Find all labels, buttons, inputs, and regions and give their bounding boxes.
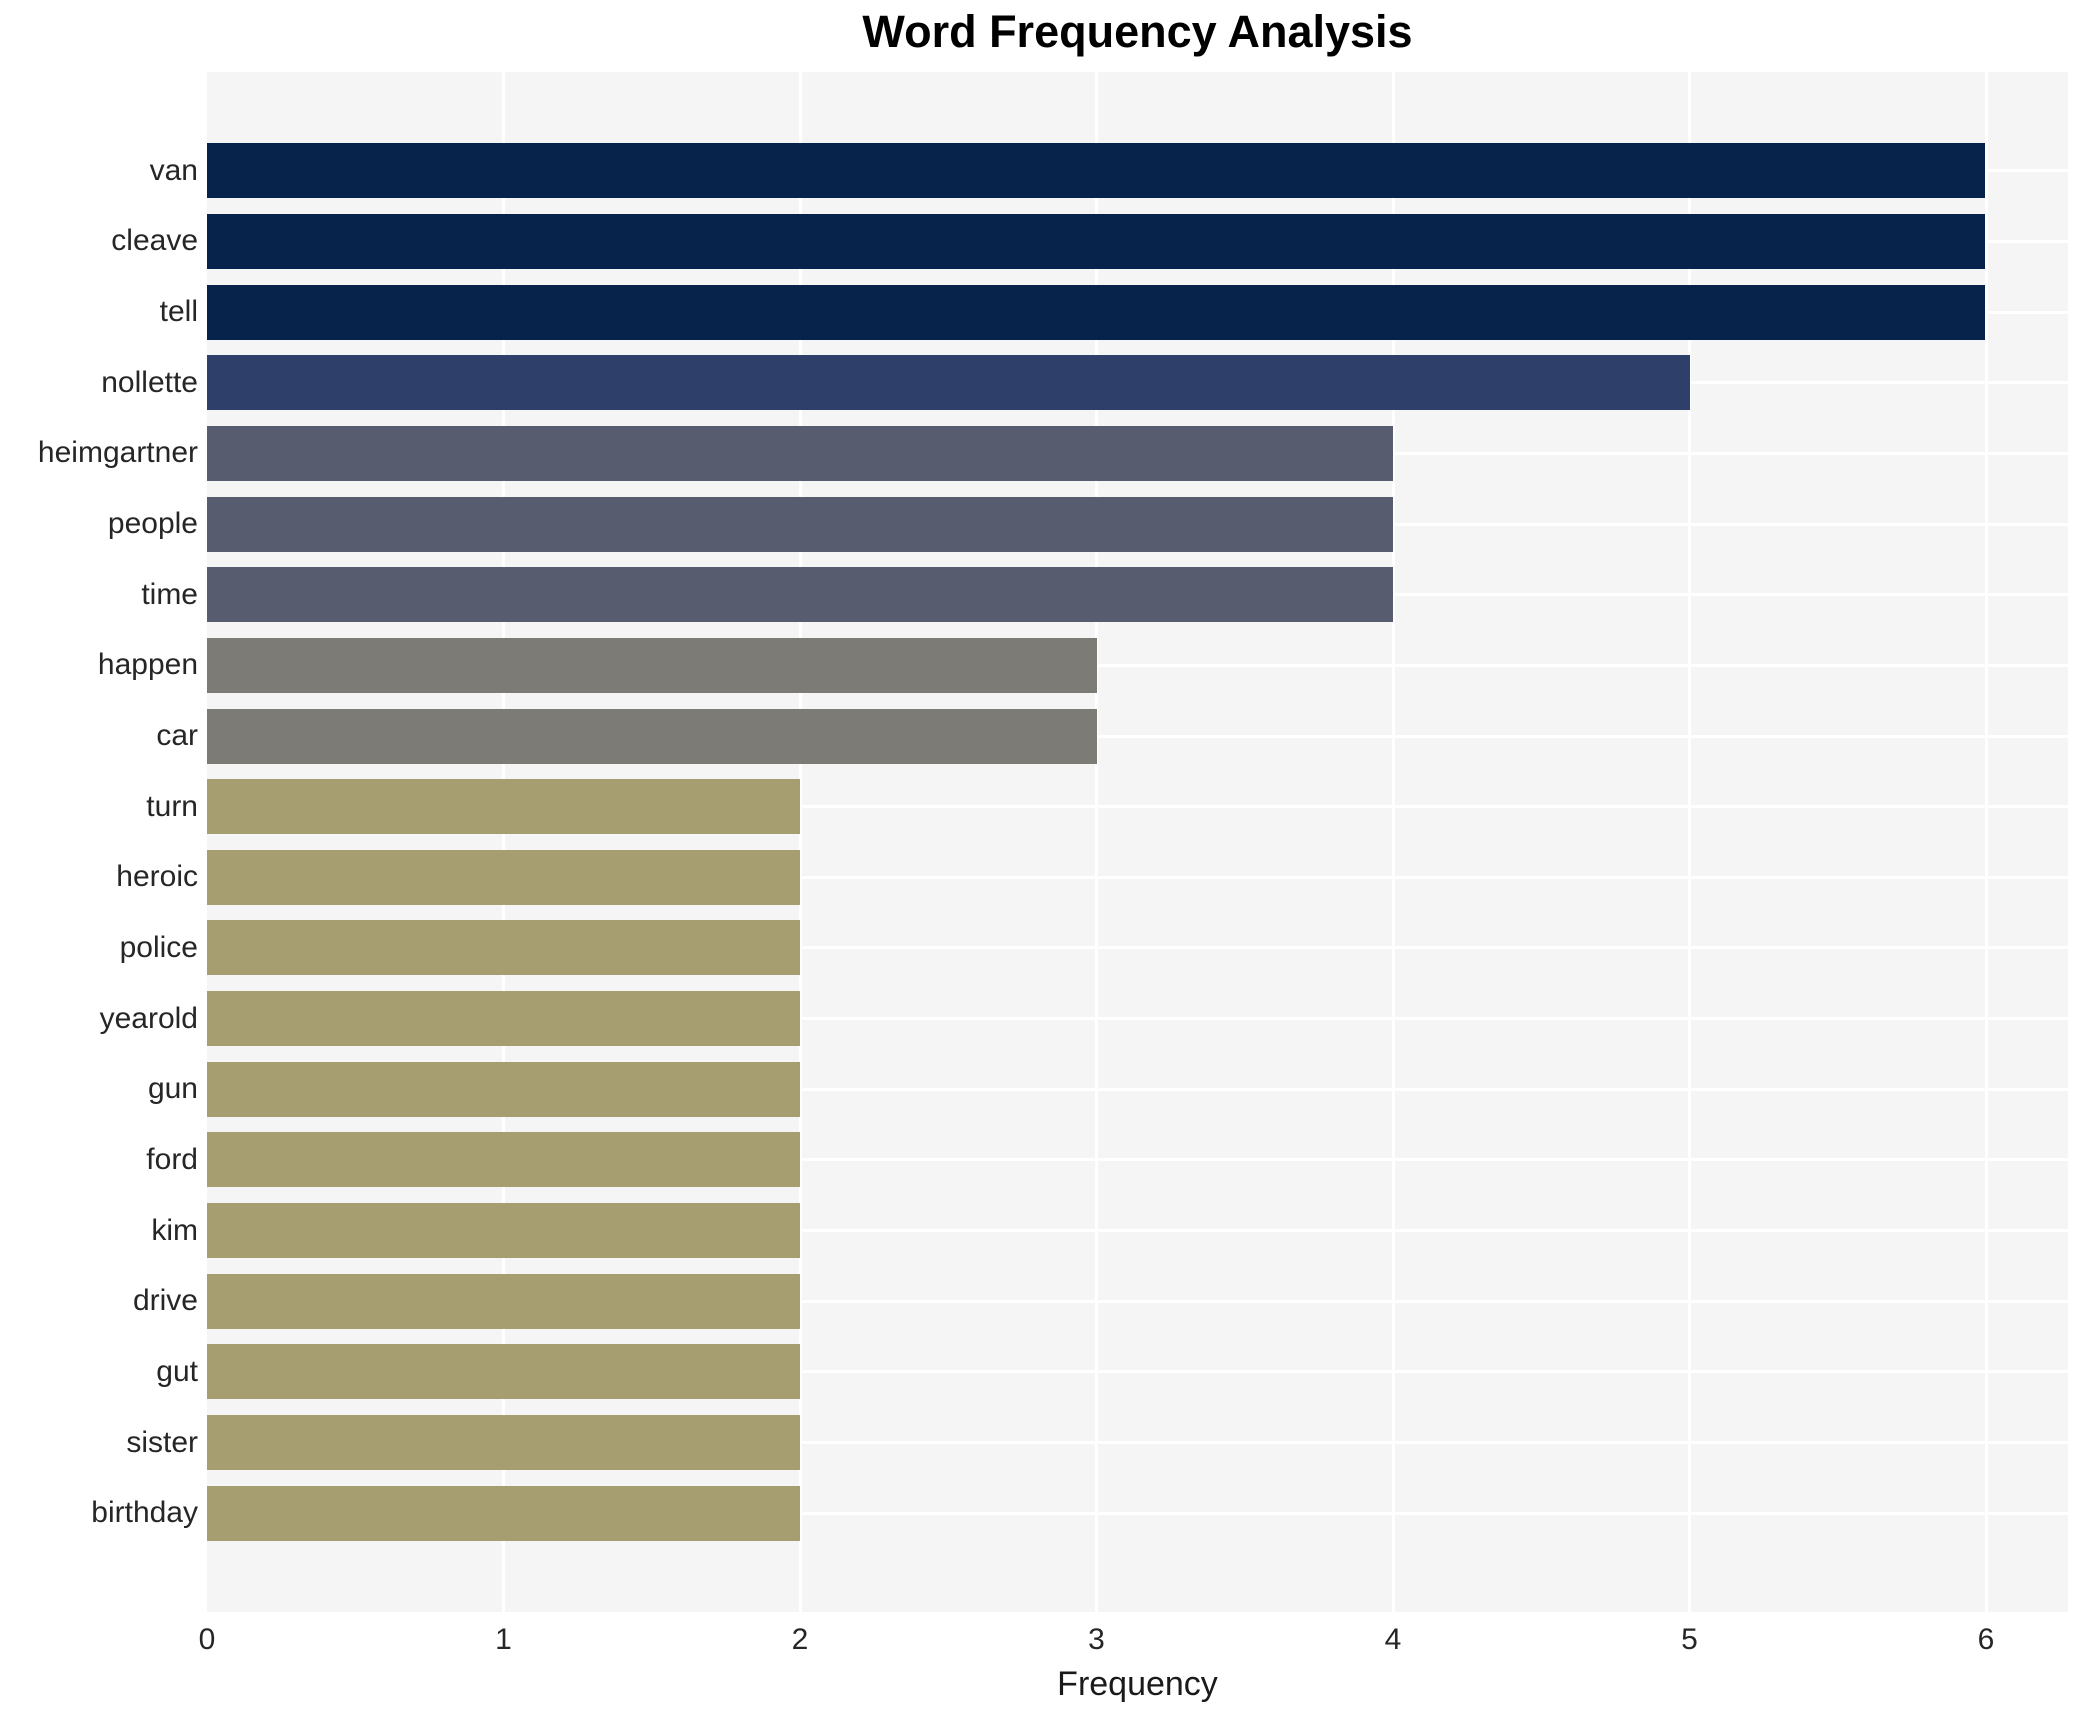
x-tick-label-2: 2 bbox=[791, 1623, 809, 1656]
bar-sister bbox=[207, 1415, 800, 1471]
bar-police bbox=[207, 920, 800, 976]
gridline-y-turn bbox=[207, 805, 2068, 809]
x-axis-label: Frequency bbox=[1057, 1665, 1218, 1703]
gridline-x-3 bbox=[1095, 72, 1098, 1612]
y-tick-label-heroic: heroic bbox=[116, 860, 198, 894]
gridline-y-yearold bbox=[207, 1017, 2068, 1021]
y-tick-label-nollette: nollette bbox=[101, 365, 198, 399]
bar-gut bbox=[207, 1344, 800, 1400]
gridline-y-kim bbox=[207, 1229, 2068, 1233]
bar-ford bbox=[207, 1132, 800, 1188]
gridline-y-police bbox=[207, 946, 2068, 950]
bar-van bbox=[207, 143, 1986, 199]
bar-heroic bbox=[207, 849, 800, 905]
y-tick-label-happen: happen bbox=[97, 648, 198, 682]
y-tick-label-cleave: cleave bbox=[111, 224, 198, 258]
y-tick-label-kim: kim bbox=[151, 1213, 198, 1247]
gridline-x-1 bbox=[502, 72, 505, 1612]
gridline-y-gut bbox=[207, 1370, 2068, 1374]
x-tick-label-0: 0 bbox=[198, 1623, 216, 1656]
x-axis-tick-labels: 0 1 2 3 4 5 6 bbox=[199, 1623, 2068, 1664]
gridline-y-happen bbox=[207, 663, 2068, 667]
y-tick-label-yearold: yearold bbox=[99, 1001, 198, 1035]
bar-happen bbox=[207, 637, 1097, 693]
y-tick-label-car: car bbox=[156, 719, 198, 753]
bar-heimgartner bbox=[207, 425, 1393, 481]
x-tick-label-5: 5 bbox=[1681, 1623, 1698, 1656]
bar-tell bbox=[207, 284, 1986, 340]
bar-birthday bbox=[207, 1485, 800, 1541]
chart-title: Word Frequency Analysis bbox=[862, 6, 1413, 57]
bar-yearold bbox=[207, 991, 800, 1047]
plot-area bbox=[207, 72, 2068, 1612]
gridline-y-car bbox=[207, 734, 2068, 738]
x-tick-label-1: 1 bbox=[495, 1623, 512, 1656]
y-tick-label-drive: drive bbox=[132, 1284, 198, 1318]
gridline-x-5 bbox=[1688, 72, 1691, 1612]
bar-drive bbox=[207, 1273, 800, 1329]
gridline-y-sister bbox=[207, 1441, 2068, 1445]
bar-nollette bbox=[207, 355, 1690, 411]
y-tick-label-police: police bbox=[119, 930, 198, 964]
gridline-x-6-overlay bbox=[1984, 72, 1988, 1612]
gridline-x-2 bbox=[798, 72, 802, 1612]
y-tick-label-birthday: birthday bbox=[91, 1496, 198, 1530]
bar-cleave bbox=[207, 213, 1986, 269]
bar-turn bbox=[207, 779, 800, 835]
y-tick-label-gun: gun bbox=[147, 1072, 198, 1106]
gridline-y-birthday bbox=[207, 1511, 2068, 1515]
y-tick-label-heimgartner: heimgartner bbox=[37, 436, 198, 470]
bar-people bbox=[207, 496, 1393, 552]
y-tick-label-van: van bbox=[149, 153, 198, 187]
bar-gun bbox=[207, 1061, 800, 1117]
x-tick-label-6: 6 bbox=[1977, 1623, 1995, 1656]
gridline-y-heroic bbox=[207, 875, 2068, 879]
bar-time bbox=[207, 567, 1393, 623]
y-tick-label-time: time bbox=[141, 577, 198, 611]
x-tick-label-4: 4 bbox=[1384, 1623, 1402, 1656]
x-tick-label-3: 3 bbox=[1088, 1623, 1105, 1656]
bar-car bbox=[207, 708, 1097, 764]
gridline-y-ford bbox=[207, 1158, 2068, 1162]
y-tick-label-gut: gut bbox=[156, 1354, 198, 1388]
gridline-x-4 bbox=[1391, 72, 1395, 1612]
y-tick-label-people: people bbox=[107, 507, 198, 541]
y-tick-label-turn: turn bbox=[146, 789, 198, 823]
y-tick-label-tell: tell bbox=[159, 295, 198, 329]
y-tick-label-sister: sister bbox=[126, 1425, 198, 1459]
y-tick-label-ford: ford bbox=[146, 1142, 198, 1176]
gridline-y-gun bbox=[207, 1087, 2068, 1091]
bar-kim bbox=[207, 1203, 800, 1259]
y-axis-tick-labels: van cleave tell nollette heimgartner people ti… bbox=[0, 72, 198, 1612]
gridline-y-drive bbox=[207, 1299, 2068, 1303]
